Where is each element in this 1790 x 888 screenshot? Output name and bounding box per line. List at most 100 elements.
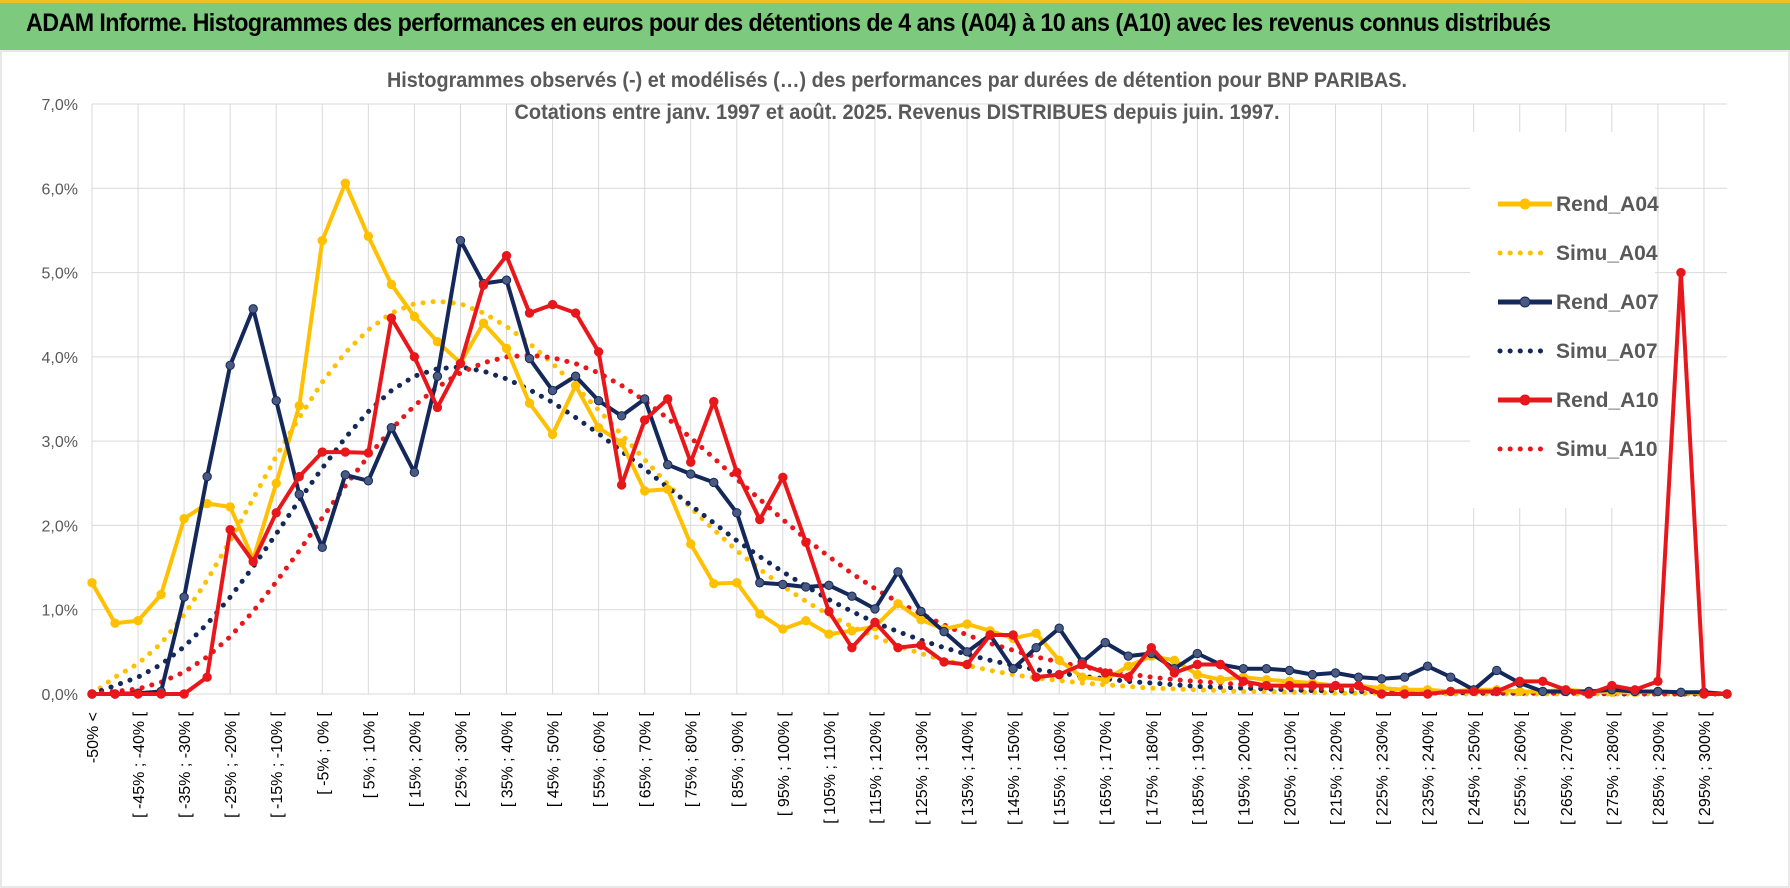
data-point-rend-a10 (801, 537, 811, 547)
legend: Rend_A04 Simu_A04 Rend_A07 Simu_A07 Rend_A10… (1497, 193, 1659, 461)
data-point-rend-a04 (1054, 655, 1064, 665)
data-point-rend-a07 (294, 489, 304, 499)
data-point-rend-a10 (179, 689, 189, 699)
data-point-rend-a10 (1146, 642, 1156, 653)
data-point-rend-a10 (616, 480, 627, 490)
y-axis-ticks: 0,0% 1,0% 2,0% 3,0% 4,0% 5,0% 6,0% 7,0% (42, 97, 78, 704)
data-point-rend-a04 (1123, 661, 1133, 671)
legend-marker-rend-a10 (1519, 394, 1531, 406)
data-point-rend-a04 (363, 231, 374, 242)
data-point-rend-a10 (1353, 680, 1364, 691)
x-tick-label: [ 155% ; 160% [ (1052, 711, 1069, 825)
data-point-rend-a10 (294, 471, 304, 482)
data-point-rend-a04 (110, 618, 120, 628)
data-point-rend-a07 (616, 411, 627, 421)
x-tick-label: [ 15% ; 20% [ (407, 711, 424, 807)
data-point-rend-a04 (133, 615, 143, 626)
chart-frame: 0,0% 1,0% 2,0% 3,0% 4,0% 5,0% 6,0% 7,0% -50% < [… (0, 50, 1790, 888)
data-point-rend-a07 (801, 582, 811, 592)
x-tick-label: [ 195% ; 200% [ (1236, 711, 1253, 825)
data-point-rend-a07 (455, 235, 466, 246)
y-tick-label: 6,0% (42, 181, 78, 198)
data-point-rend-a10 (778, 472, 788, 483)
data-point-rend-a07 (524, 353, 535, 364)
data-point-rend-a10 (1445, 686, 1456, 697)
legend-label-rend-a10: Rend_A10 (1556, 389, 1659, 412)
data-point-rend-a07 (1238, 664, 1249, 674)
data-point-rend-a10 (455, 358, 466, 369)
x-tick-label: [ 255% ; 260% [ (1513, 711, 1530, 825)
data-point-rend-a10 (1422, 689, 1433, 699)
data-point-rend-a07 (409, 467, 420, 478)
x-tick-label: [ 115% ; 120% [ (868, 711, 885, 823)
data-point-rend-a10 (686, 457, 696, 467)
data-point-rend-a10 (1630, 685, 1640, 695)
y-tick-label: 1,0% (42, 603, 78, 620)
x-tick-label: [ 225% ; 230% [ (1375, 711, 1392, 825)
data-point-rend-a07 (1492, 665, 1502, 676)
data-point-rend-a04 (801, 615, 811, 626)
data-point-rend-a04 (294, 401, 304, 411)
data-point-rend-a07 (1445, 672, 1456, 682)
data-point-rend-a10 (939, 657, 949, 667)
data-point-rend-a10 (1261, 680, 1272, 691)
x-tick-label: [ 245% ; 250% [ (1467, 711, 1484, 825)
data-point-rend-a07 (547, 385, 558, 396)
data-point-rend-a04 (340, 178, 351, 188)
data-point-rend-a04 (616, 438, 627, 448)
data-point-rend-a04 (1169, 655, 1180, 665)
data-point-rend-a07 (271, 395, 281, 406)
chart-subtitle: Cotations entre janv. 1997 et août. 2025… (515, 101, 1280, 124)
data-point-rend-a04 (893, 599, 903, 609)
data-point-rend-a07 (1653, 686, 1663, 697)
data-point-rend-a04 (478, 318, 489, 328)
y-tick-label: 0,0% (42, 687, 78, 704)
y-tick-label: 5,0% (42, 266, 78, 283)
data-point-rend-a10 (893, 642, 903, 653)
data-point-rend-a07 (202, 471, 212, 482)
data-point-rend-a04 (570, 380, 581, 391)
data-point-rend-a10 (478, 280, 489, 290)
data-point-rend-a07 (824, 580, 834, 590)
legend-box (1470, 132, 1655, 508)
data-point-rend-a10 (1584, 689, 1594, 699)
x-tick-label: [ -25% ; -20% [ (223, 711, 240, 817)
data-point-rend-a10 (1330, 680, 1341, 691)
data-point-rend-a07 (709, 477, 719, 488)
data-point-rend-a10 (1307, 680, 1318, 691)
data-point-rend-a04 (386, 279, 397, 290)
data-point-rend-a10 (732, 467, 742, 478)
x-tick-label: -50% < (85, 712, 102, 763)
data-point-rend-a07 (778, 579, 788, 590)
data-point-rend-a04 (916, 615, 926, 625)
data-point-rend-a10 (593, 347, 604, 357)
data-point-rend-a10 (1538, 676, 1548, 687)
data-point-rend-a07 (1399, 672, 1410, 682)
data-point-rend-a10 (1192, 659, 1203, 670)
data-point-rend-a10 (501, 251, 512, 261)
legend-label-simu-a07: Simu_A07 (1556, 340, 1658, 363)
data-point-rend-a04 (225, 502, 235, 512)
data-point-rend-a10 (639, 415, 650, 425)
data-point-rend-a10 (1561, 685, 1571, 695)
x-tick-label: [ 75% ; 80% [ (684, 711, 701, 807)
data-point-rend-a07 (593, 395, 604, 406)
data-point-rend-a04 (1515, 686, 1525, 697)
data-point-rend-a04 (409, 311, 420, 322)
data-point-rend-a10 (1054, 669, 1064, 680)
data-point-rend-a10 (1722, 689, 1732, 699)
data-point-rend-a10 (1284, 680, 1295, 691)
data-point-rend-a07 (870, 604, 880, 614)
data-point-rend-a07 (1192, 648, 1203, 659)
data-point-rend-a10 (1100, 668, 1110, 678)
data-point-rend-a04 (87, 578, 97, 588)
y-tick-label: 3,0% (42, 434, 78, 451)
data-point-rend-a10 (87, 689, 97, 699)
y-tick-label: 7,0% (42, 97, 78, 114)
x-tick-label: [ 215% ; 220% [ (1329, 711, 1346, 825)
x-tick-label: [ 65% ; 70% [ (638, 711, 655, 807)
data-point-rend-a10 (340, 447, 351, 457)
data-point-rend-a10 (985, 630, 995, 640)
x-tick-label: [ 185% ; 190% [ (1190, 711, 1207, 825)
x-tick-label: [ 45% ; 50% [ (546, 711, 563, 807)
